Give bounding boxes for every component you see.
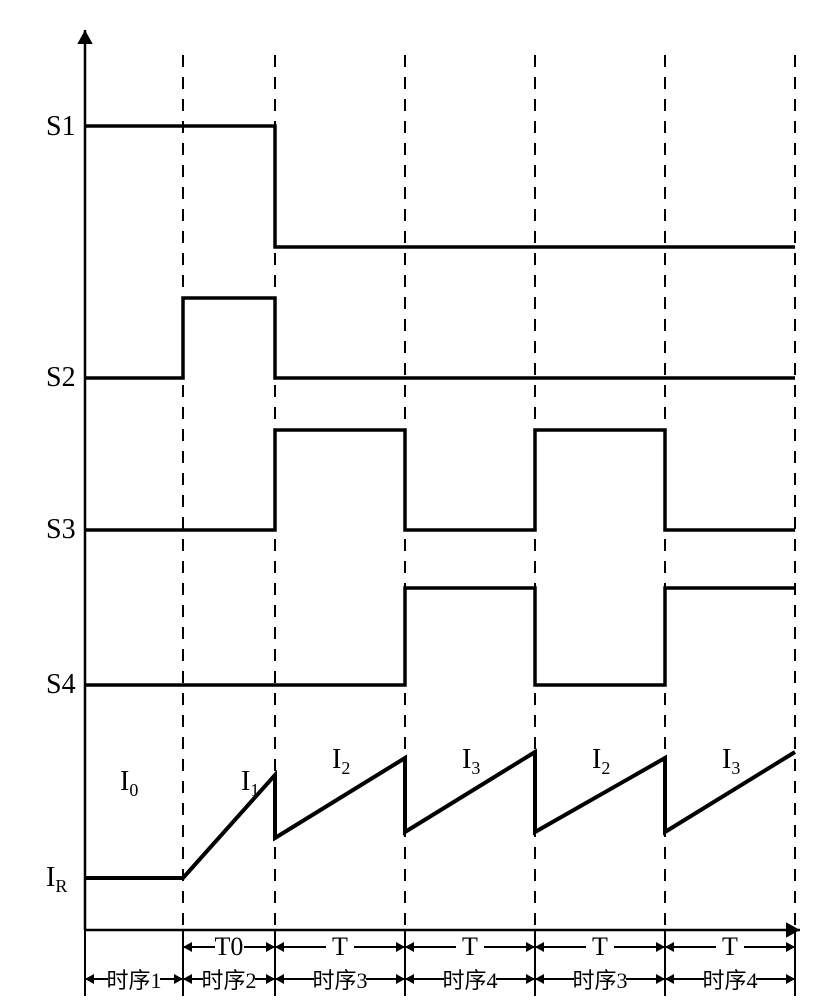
svg-text:时序3: 时序3 xyxy=(572,968,627,993)
timing-diagram: S1 S2 S3 S4 IR I0 I1 I2 I3 I2 I3 T0 T T T T 时序1 时序2 时序3 时序4… xyxy=(0,0,825,1000)
svg-text:时序1: 时序1 xyxy=(106,968,161,993)
svg-text:I1: I1 xyxy=(241,766,259,800)
svg-text:S1: S1 xyxy=(46,111,76,142)
svg-text:S4: S4 xyxy=(46,669,76,700)
svg-text:IR: IR xyxy=(46,862,67,896)
svg-text:S3: S3 xyxy=(46,514,76,545)
svg-text:T: T xyxy=(722,932,738,961)
svg-text:I3: I3 xyxy=(462,744,480,778)
svg-text:时序4: 时序4 xyxy=(442,968,497,993)
svg-text:时序2: 时序2 xyxy=(201,968,256,993)
svg-text:T: T xyxy=(592,932,608,961)
svg-text:S2: S2 xyxy=(46,362,76,393)
svg-text:时序3: 时序3 xyxy=(312,968,367,993)
svg-text:T: T xyxy=(462,932,478,961)
svg-text:I2: I2 xyxy=(592,744,610,778)
svg-text:I2: I2 xyxy=(332,744,350,778)
svg-text:I0: I0 xyxy=(120,766,138,800)
svg-text:T: T xyxy=(332,932,348,961)
svg-text:T0: T0 xyxy=(215,932,244,961)
svg-text:时序4: 时序4 xyxy=(702,968,757,993)
svg-text:I3: I3 xyxy=(722,744,740,778)
